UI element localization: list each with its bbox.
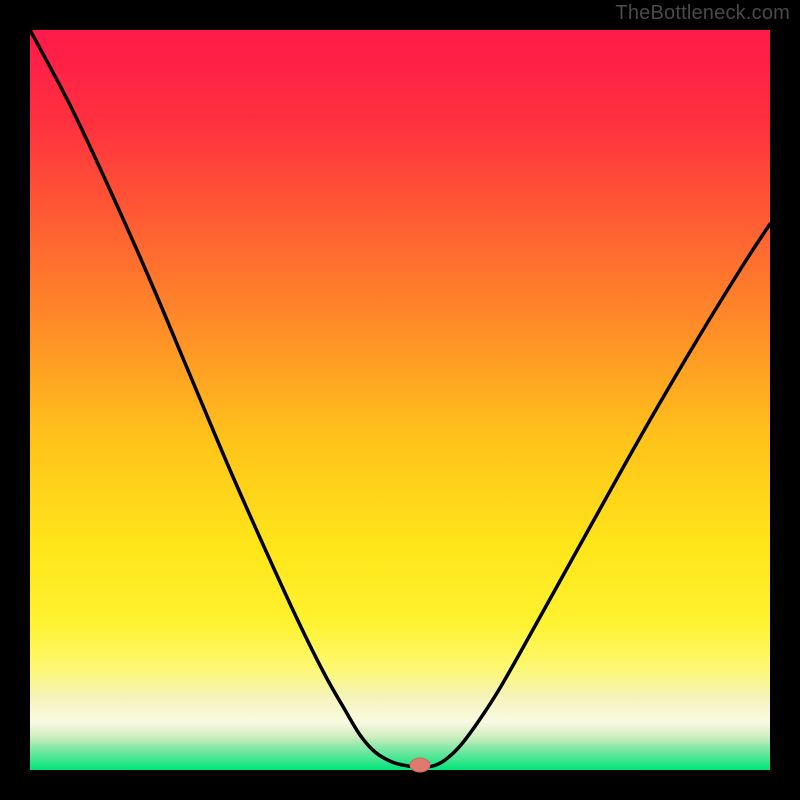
- chart-frame: TheBottleneck.com: [0, 0, 800, 800]
- watermark-text: TheBottleneck.com: [615, 2, 790, 25]
- plot-area: [30, 30, 770, 770]
- optimal-point-marker: [410, 758, 430, 772]
- bottleneck-chart: [0, 0, 800, 800]
